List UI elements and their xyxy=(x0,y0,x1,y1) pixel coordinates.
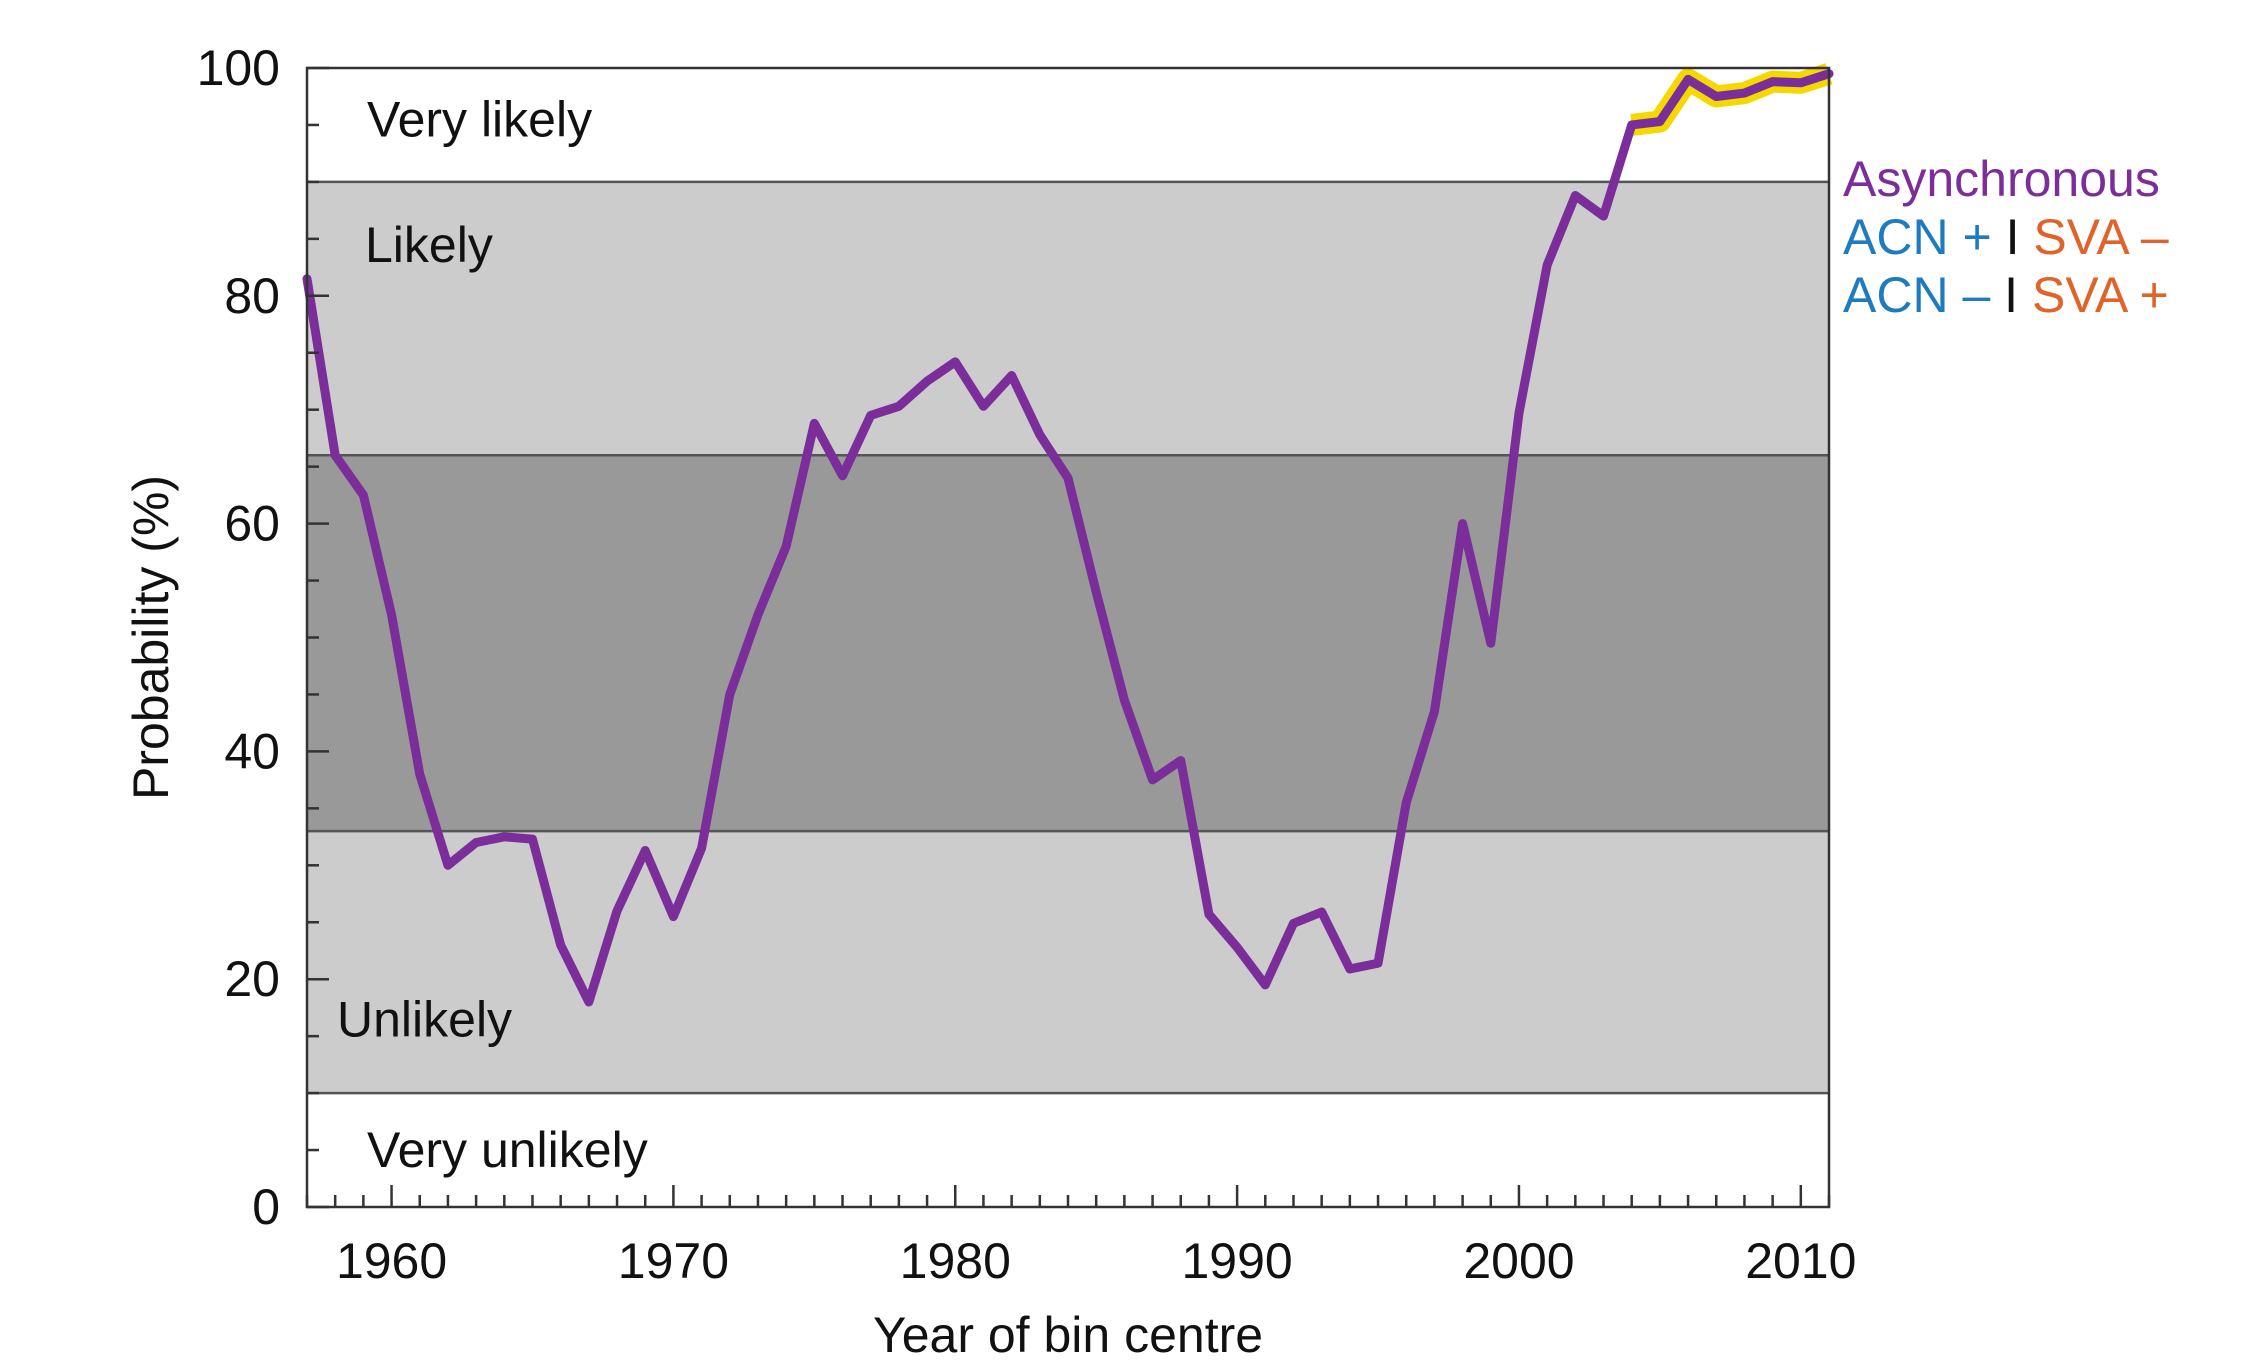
probability-bands xyxy=(307,68,1829,1207)
series-0-point-4 xyxy=(418,772,422,776)
series-0-point-34 xyxy=(1263,983,1267,987)
legend-entry-0-part-0: Asynchronous xyxy=(1843,151,2160,207)
series-0-point-9 xyxy=(559,943,563,947)
y-axis: 0 20 40 60 80 100 xyxy=(197,40,329,1235)
series-0-point-42 xyxy=(1489,641,1493,645)
band-label-3: Likely xyxy=(365,217,493,273)
series-0-point-35 xyxy=(1291,921,1295,925)
legend-entry-0: Asynchronous xyxy=(1843,151,2160,207)
series-0-point-23 xyxy=(953,360,957,364)
band-4 xyxy=(307,68,1829,182)
x-tick-label: 1980 xyxy=(900,1233,1011,1289)
legend-entry-2-part-0: ACN – xyxy=(1843,267,1990,323)
series-0-point-12 xyxy=(643,848,647,852)
legend-entry-1-part-1: I xyxy=(2006,209,2020,265)
series-0-point-11 xyxy=(615,909,619,913)
series-0-point-37 xyxy=(1348,967,1352,971)
x-tick-label: 1970 xyxy=(618,1233,729,1289)
series-0-point-30 xyxy=(1151,778,1155,782)
series-0-point-46 xyxy=(1602,214,1606,218)
series-0-point-40 xyxy=(1432,710,1436,714)
series-0-point-51 xyxy=(1742,91,1746,95)
legend-entry-1-part-0: ACN + xyxy=(1843,209,1992,265)
legend-entry-2-part-1: I xyxy=(2004,267,2018,323)
series-0-point-7 xyxy=(502,835,506,839)
series-0-point-49 xyxy=(1686,77,1690,81)
y-tick-label: 100 xyxy=(197,40,280,96)
series-0-point-20 xyxy=(869,413,873,417)
series-0-point-36 xyxy=(1320,910,1324,914)
y-tick-label: 40 xyxy=(224,723,280,779)
x-tick-label: 2000 xyxy=(1463,1233,1574,1289)
y-tick-label: 20 xyxy=(224,951,280,1007)
series-0-point-2 xyxy=(361,493,365,497)
band-labels: Very unlikely Unlikely Likely Very likely xyxy=(337,91,648,1178)
legend-entry-1: ACN + I SVA – xyxy=(1843,209,2169,265)
series-0-point-5 xyxy=(446,863,450,867)
series-0-point-38 xyxy=(1376,961,1380,965)
series-0-point-8 xyxy=(530,837,534,841)
series-0-point-10 xyxy=(587,1000,591,1004)
series-0-point-44 xyxy=(1545,263,1549,267)
band-label-0: Very unlikely xyxy=(367,1122,648,1178)
series-lines xyxy=(302,63,1834,1007)
x-tick-label: 2010 xyxy=(1745,1233,1856,1289)
series-0-point-29 xyxy=(1122,698,1126,702)
band-1 xyxy=(307,831,1829,1094)
series-0-point-21 xyxy=(897,404,901,408)
y-tick-label: 60 xyxy=(224,496,280,552)
series-0-point-19 xyxy=(841,474,845,478)
series-0-point-45 xyxy=(1573,194,1577,198)
series-0-point-24 xyxy=(981,404,985,408)
series-0-point-16 xyxy=(756,613,760,617)
band-3 xyxy=(307,181,1829,456)
series-0-point-28 xyxy=(1094,590,1098,594)
x-tick-label: 1990 xyxy=(1181,1233,1292,1289)
band-2 xyxy=(307,455,1829,832)
band-label-4: Very likely xyxy=(367,91,592,147)
y-tick-label: 0 xyxy=(252,1179,280,1235)
band-label-1: Unlikely xyxy=(337,992,512,1048)
series-0-point-43 xyxy=(1517,411,1521,415)
legend-entry-2: ACN – I SVA + xyxy=(1843,267,2169,323)
series-0-point-14 xyxy=(700,846,704,850)
series-0-point-41 xyxy=(1461,522,1465,526)
series-0-point-22 xyxy=(925,379,929,383)
series-0-point-39 xyxy=(1404,801,1408,805)
y-axis-title: Probability (%) xyxy=(123,475,179,800)
series-0-point-52 xyxy=(1771,80,1775,84)
y-tick-label: 80 xyxy=(224,268,280,324)
series-0-point-31 xyxy=(1179,759,1183,763)
series-0-point-33 xyxy=(1235,945,1239,949)
series-0-point-27 xyxy=(1066,476,1070,480)
series-0-point-3 xyxy=(390,613,394,617)
x-axis: 1960 1970 1980 1990 2000 2010 xyxy=(305,1185,1856,1289)
band-0 xyxy=(307,1093,1829,1207)
series-0-point-26 xyxy=(1038,433,1042,437)
series-0-point-17 xyxy=(784,544,788,548)
series-0-point-6 xyxy=(474,841,478,845)
series-0-point-18 xyxy=(812,421,816,425)
series-0-point-13 xyxy=(671,915,675,919)
series-0-point-53 xyxy=(1799,81,1803,85)
series-0-point-50 xyxy=(1714,94,1718,98)
x-tick-label: 1960 xyxy=(336,1233,447,1289)
series-0-point-25 xyxy=(1010,374,1014,378)
series-0-point-48 xyxy=(1658,120,1662,124)
legend-entry-1-part-2: SVA – xyxy=(2033,209,2168,265)
legend-entry-2-part-2: SVA + xyxy=(2032,267,2169,323)
series-0-point-15 xyxy=(728,692,732,696)
series-0-point-32 xyxy=(1207,912,1211,916)
series-0-point-47 xyxy=(1630,123,1634,127)
x-axis-title: Year of bin centre xyxy=(873,1307,1263,1363)
series-0-point-1 xyxy=(333,453,337,457)
